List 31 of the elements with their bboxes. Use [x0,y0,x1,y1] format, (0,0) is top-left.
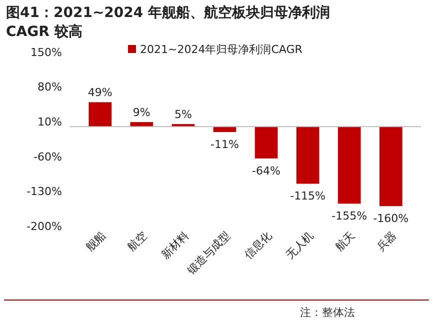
bar [88,102,112,127]
y-tick-label: 10% [38,115,62,128]
text: -155% [332,210,368,223]
text: 5% [174,108,192,122]
text: 注：整体法 [300,306,355,319]
y-tick-label: 150% [30,46,62,59]
bar [296,126,320,184]
bar [379,126,402,206]
bar [213,126,236,132]
text: -11% [210,138,239,152]
x-tick-label: 新材料 [158,228,192,262]
text: 9% [132,106,150,120]
x-tick-label: 无人机 [283,228,316,262]
x-tick-label: 舰船 [83,228,108,254]
x-tick-label: 航天 [332,228,358,254]
text: -64% [252,164,280,178]
bar [130,122,154,127]
x-tick-label: 信息化 [242,228,274,262]
bar [254,126,278,158]
y-tick-label: -60% [34,150,62,164]
bar [338,126,361,204]
y-tick-label: -130% [26,185,62,198]
x-tick-label: 航空 [125,228,150,254]
x-tick-label: 兵器 [374,228,400,254]
chart-title: 图41：2021~2024 年舰船、航空板块归母净利润CAGR 较高 [6,4,330,40]
legend-label: 2021~2024年归母净利润CAGR [140,43,303,56]
text: 49% [88,86,112,100]
y-tick-label: -200% [26,220,62,233]
text: -115% [290,190,326,203]
text: -160% [373,212,409,226]
y-tick-label: 80% [38,80,62,94]
